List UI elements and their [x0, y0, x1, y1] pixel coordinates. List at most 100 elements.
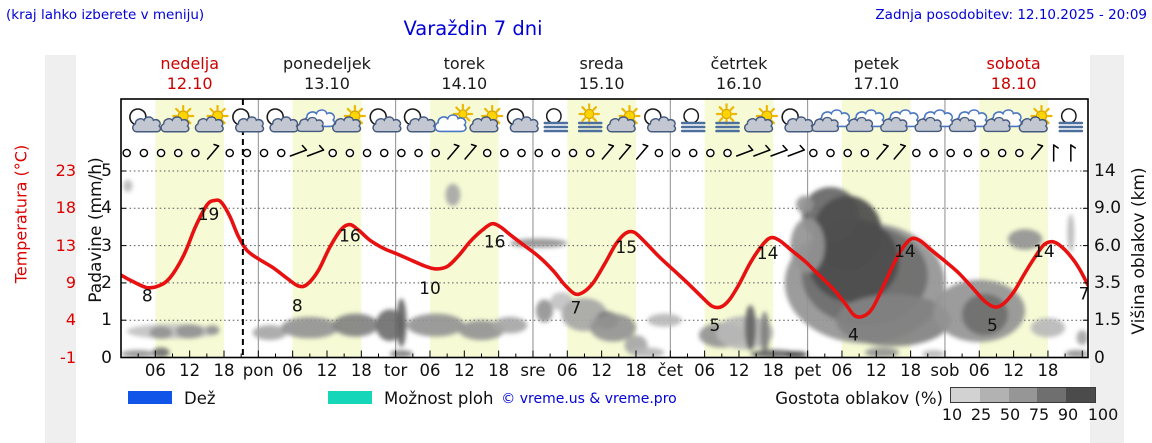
time-axis-label: 06: [694, 361, 715, 380]
day-date: 14.10: [441, 74, 488, 93]
gradient-value-label: 75: [1028, 405, 1050, 424]
gradient-value-label: 10: [941, 405, 963, 424]
wind-calm-icon: [980, 148, 990, 158]
showers-legend-swatch: [328, 391, 372, 404]
wind-calm-icon: [173, 148, 183, 158]
day-header-torek: torek 14.10: [441, 54, 487, 94]
temperature-value-label: 16: [484, 232, 506, 252]
day-header-nedelja: nedelja 12.10: [160, 54, 219, 94]
axis-tick-label: 6.0: [1094, 235, 1122, 256]
time-axis-label: 12: [728, 361, 749, 380]
axis-tick-label: 13: [55, 235, 76, 255]
axis-tick-label: 1: [101, 310, 112, 331]
temperature-value-label: 10: [419, 279, 441, 299]
cloud-blob: [445, 183, 461, 206]
gradient-segment: [1008, 388, 1038, 402]
wind-calm-icon: [345, 148, 355, 158]
sun-cloud-icon: [1018, 104, 1053, 133]
time-axis-label: 12: [866, 361, 887, 380]
moon-cloud-icon: [232, 108, 265, 133]
wind-barb-icon: [601, 143, 615, 160]
cloud-blob: [784, 351, 808, 358]
day-date: 18.10: [990, 74, 1037, 93]
time-axis-label: sob: [930, 361, 959, 380]
sun-cloud-icon: [160, 104, 195, 133]
wind-calm-icon: [912, 148, 921, 158]
page-title: Varaždin 7 dni: [403, 17, 543, 40]
sun-fog-icon: [715, 103, 740, 133]
cloud-blob: [396, 298, 407, 347]
temperature-value-label: 16: [339, 226, 361, 246]
time-axis-label: 12: [179, 361, 200, 380]
cloud-blob: [744, 304, 757, 351]
gradient-value-label: 50: [999, 405, 1021, 424]
temperature-value-label: 14: [894, 242, 916, 262]
time-axis-label: 06: [969, 361, 990, 380]
wind-calm-icon: [500, 148, 509, 158]
wind-calm-icon: [706, 148, 715, 158]
gradient-value-label: 90: [1057, 405, 1079, 424]
temperature-value-label: 14: [1033, 242, 1055, 262]
rain-legend-label: Dež: [184, 389, 216, 408]
axis-tick-label: 4: [101, 198, 112, 219]
cloud-blob: [492, 316, 528, 334]
gradient-segment: [951, 388, 980, 402]
gradient-segment: [979, 388, 1009, 402]
moon-cloud-icon: [781, 108, 814, 133]
wind-barb-icon: [735, 144, 754, 157]
cloud-icon: [880, 109, 920, 133]
plot-frame: [120, 98, 1089, 359]
cloud-blob: [389, 350, 413, 358]
cloud-icon: [983, 109, 1023, 133]
day-name: torek: [443, 54, 486, 73]
cloud-blob: [1007, 229, 1043, 250]
time-axis-label: tor: [384, 361, 408, 380]
moon-cloud-icon: [129, 108, 162, 133]
day-date: 16.10: [716, 74, 762, 93]
wind-calm-icon: [654, 148, 664, 158]
wind-calm-icon: [517, 148, 526, 158]
right-margin-strip: [1090, 55, 1124, 443]
cloud-blob: [716, 315, 774, 350]
wind-calm-icon: [225, 148, 235, 158]
axis-tick-label: 2: [101, 272, 112, 293]
cloud-blob: [407, 313, 465, 337]
temperature-value-label: 4: [848, 326, 859, 346]
wind-calm-icon: [139, 148, 149, 158]
wind-calm-icon: [929, 148, 938, 158]
time-axis-label: 18: [625, 361, 646, 380]
time-axis-label: 18: [351, 361, 372, 380]
wind-calm-icon: [534, 148, 543, 158]
wind-calm-icon: [843, 148, 852, 158]
last-update-text: Zadnja posodobitev: 12.10.2025 - 20:09: [875, 7, 1147, 23]
temperature-value-label: 5: [710, 316, 721, 336]
wind-calm-icon: [414, 148, 423, 158]
axis-tick-label: 3.5: [1094, 272, 1122, 293]
sun-cloud-icon: [606, 104, 641, 133]
cloud-blob: [149, 326, 173, 339]
cloud-icon: [811, 109, 851, 133]
wind-calm-icon: [826, 148, 835, 158]
cloud-blob: [864, 347, 900, 358]
wind-barb-icon: [464, 143, 477, 160]
cloud-blob: [535, 299, 554, 323]
wind-calm-icon: [551, 148, 561, 158]
cloud-density-gradient-bar: [950, 387, 1096, 403]
axis-tick-label: 1.5: [1094, 310, 1122, 331]
time-axis-label: 06: [831, 361, 852, 380]
wind-barb-icon: [306, 144, 325, 157]
moon-fog-icon: [543, 108, 569, 133]
day-date: 15.10: [578, 74, 625, 93]
cloud-blob: [647, 313, 682, 327]
time-axis-label: 06: [557, 361, 578, 380]
day-header-petek: petek 17.10: [853, 54, 899, 94]
axis-tick-label: 9: [65, 272, 76, 292]
left-margin-strip: [45, 55, 76, 443]
credit-link[interactable]: © vreme.us & vreme.pro: [501, 391, 677, 407]
time-axis-label: 12: [1003, 361, 1024, 380]
temperature-value-label: 7: [570, 298, 581, 318]
gradient-value-label: 100: [1087, 405, 1119, 424]
moon-fog-icon: [680, 108, 706, 133]
day-name: ponedeljek: [283, 54, 371, 73]
cloud-blob: [123, 179, 133, 192]
